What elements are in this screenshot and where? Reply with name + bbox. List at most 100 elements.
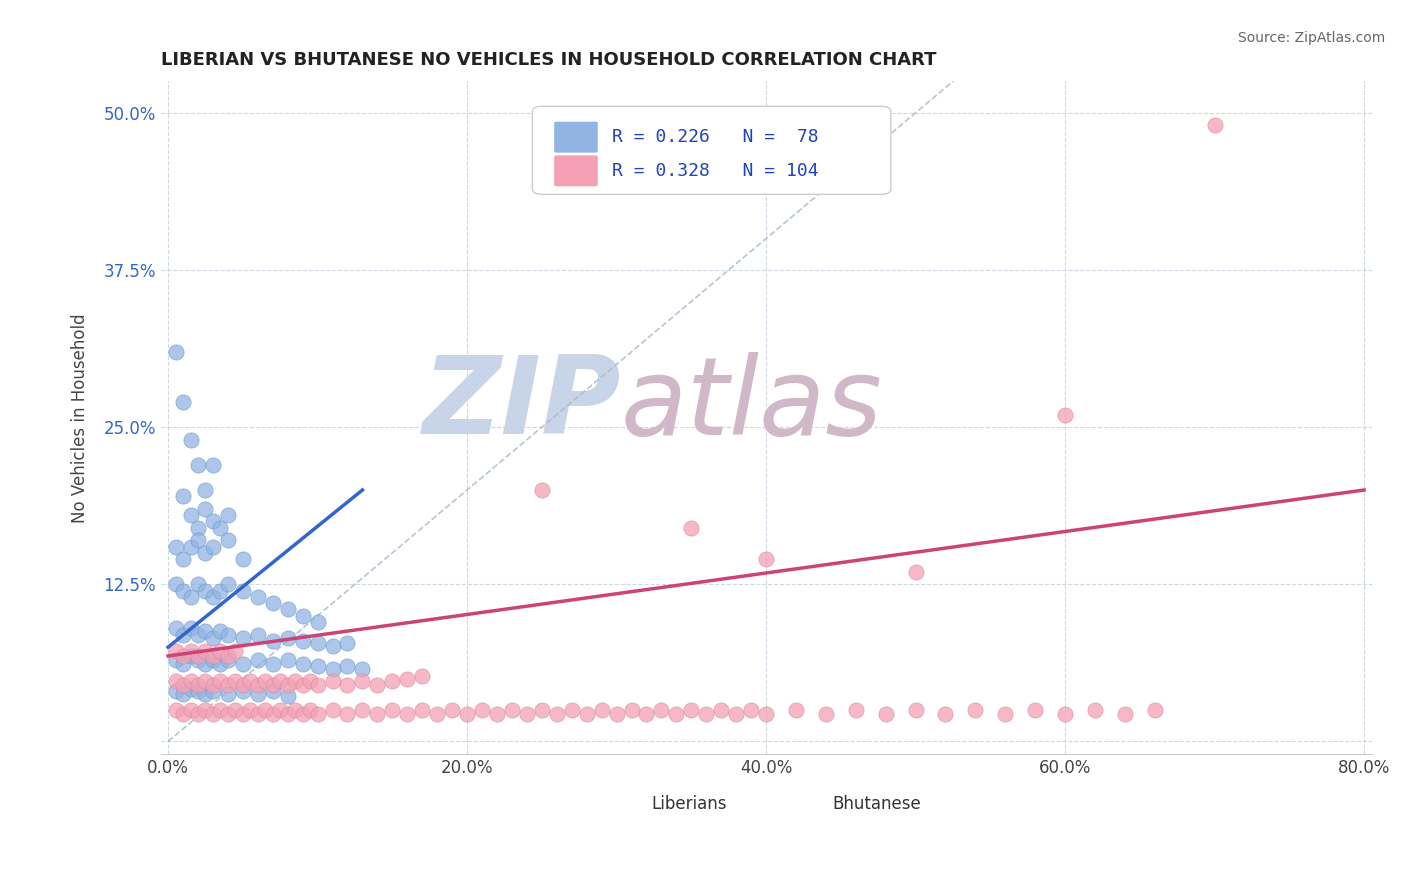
Point xyxy=(307,615,329,629)
FancyBboxPatch shape xyxy=(533,106,891,194)
Point xyxy=(740,703,762,717)
Point xyxy=(180,703,202,717)
Point xyxy=(516,706,538,721)
Point xyxy=(546,706,568,721)
Point xyxy=(262,596,284,610)
Point xyxy=(381,703,404,717)
Point xyxy=(307,659,329,673)
Point xyxy=(336,636,359,650)
Point xyxy=(681,521,703,535)
Point xyxy=(307,706,329,721)
Point xyxy=(201,590,224,604)
Point xyxy=(239,674,262,689)
Point xyxy=(172,552,194,566)
Point xyxy=(934,706,956,721)
Point xyxy=(1024,703,1046,717)
Point xyxy=(232,706,254,721)
Point xyxy=(172,648,194,663)
Point xyxy=(426,706,449,721)
Point xyxy=(194,674,217,689)
Point xyxy=(165,684,187,698)
Point xyxy=(209,583,232,598)
Point xyxy=(224,674,246,689)
Point xyxy=(366,678,388,692)
Point xyxy=(224,644,246,658)
Point xyxy=(336,659,359,673)
Text: R = 0.226   N =  78: R = 0.226 N = 78 xyxy=(612,128,818,146)
Point xyxy=(246,590,269,604)
Point xyxy=(217,678,239,692)
Point xyxy=(187,684,209,698)
Point xyxy=(277,653,299,667)
Point xyxy=(209,674,232,689)
Point xyxy=(307,636,329,650)
Point xyxy=(262,657,284,671)
Point xyxy=(201,632,224,646)
Point xyxy=(396,672,419,686)
Point xyxy=(291,608,314,623)
Point xyxy=(172,627,194,641)
Point xyxy=(187,653,209,667)
Point xyxy=(201,648,224,663)
Point xyxy=(530,483,553,497)
Point xyxy=(322,661,344,675)
Text: LIBERIAN VS BHUTANESE NO VEHICLES IN HOUSEHOLD CORRELATION CHART: LIBERIAN VS BHUTANESE NO VEHICLES IN HOU… xyxy=(160,51,936,69)
Text: ZIP: ZIP xyxy=(422,351,621,458)
Point xyxy=(284,674,307,689)
FancyBboxPatch shape xyxy=(782,788,825,821)
Point xyxy=(194,644,217,658)
Point xyxy=(575,706,598,721)
Point xyxy=(456,706,478,721)
Text: Source: ZipAtlas.com: Source: ZipAtlas.com xyxy=(1237,31,1385,45)
Point xyxy=(201,678,224,692)
Point xyxy=(441,703,464,717)
Point xyxy=(352,703,374,717)
Point xyxy=(291,678,314,692)
Point xyxy=(239,703,262,717)
Point xyxy=(172,657,194,671)
Text: atlas: atlas xyxy=(621,351,883,457)
Point xyxy=(194,546,217,560)
Point xyxy=(875,706,897,721)
Point xyxy=(725,706,748,721)
Point xyxy=(209,521,232,535)
Point xyxy=(217,687,239,701)
Point xyxy=(201,540,224,554)
Point xyxy=(277,690,299,704)
Point xyxy=(291,706,314,721)
Point xyxy=(180,590,202,604)
Point xyxy=(277,602,299,616)
Point xyxy=(217,627,239,641)
Point xyxy=(291,657,314,671)
Point xyxy=(352,674,374,689)
Point xyxy=(755,706,778,721)
Point xyxy=(814,706,837,721)
Point xyxy=(187,577,209,591)
Point xyxy=(277,678,299,692)
Point xyxy=(165,703,187,717)
Point xyxy=(336,678,359,692)
Point xyxy=(180,644,202,658)
Point xyxy=(187,648,209,663)
Point xyxy=(194,687,217,701)
Point xyxy=(299,703,322,717)
Point xyxy=(172,583,194,598)
Point xyxy=(194,703,217,717)
Point xyxy=(322,674,344,689)
Point xyxy=(172,687,194,701)
Point xyxy=(904,703,927,717)
Point xyxy=(269,674,291,689)
Point xyxy=(1204,119,1226,133)
Point xyxy=(785,703,807,717)
Point xyxy=(246,627,269,641)
FancyBboxPatch shape xyxy=(554,155,598,186)
Point xyxy=(194,501,217,516)
Point xyxy=(232,552,254,566)
Point xyxy=(224,703,246,717)
Point xyxy=(217,533,239,548)
Point xyxy=(1143,703,1166,717)
Point xyxy=(180,674,202,689)
FancyBboxPatch shape xyxy=(554,121,598,153)
Point xyxy=(187,627,209,641)
Point xyxy=(246,653,269,667)
